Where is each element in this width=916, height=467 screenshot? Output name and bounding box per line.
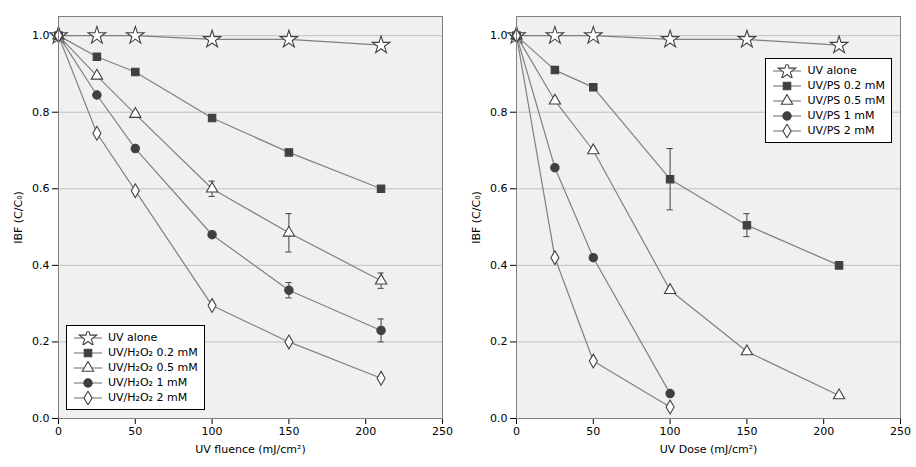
html-text:UV/H₂O₂ 0.2 mM: UV/H₂O₂ 0.2 mM (108, 346, 198, 359)
html-text:UV alone: UV alone (108, 331, 158, 344)
html-text:UV/PS 0.2 mM: UV/PS 0.2 mM (807, 79, 885, 92)
svg-text:UV fluence (mJ/cm²): UV fluence (mJ/cm²) (195, 443, 305, 456)
svg-text:0: 0 (513, 425, 520, 438)
svg-text:0.4: 0.4 (32, 259, 50, 272)
svg-text:0.4: 0.4 (490, 259, 508, 272)
svg-text:50: 50 (128, 425, 142, 438)
svg-text:150: 150 (736, 425, 757, 438)
svg-text:200: 200 (813, 425, 834, 438)
svg-text:0.6: 0.6 (32, 182, 50, 195)
html-text:UV/PS 2 mM: UV/PS 2 mM (807, 124, 875, 137)
svg-text:100: 100 (660, 425, 681, 438)
html-text:UV/H₂O₂ 0.5 mM: UV/H₂O₂ 0.5 mM (108, 361, 198, 374)
html-text:UV/H₂O₂ 1 mM: UV/H₂O₂ 1 mM (108, 376, 188, 389)
svg-text:50: 50 (586, 425, 600, 438)
svg-text:UV Dose (mJ/cm²): UV Dose (mJ/cm²) (660, 443, 758, 456)
svg-text:0.6: 0.6 (490, 182, 508, 195)
svg-text:0.2: 0.2 (490, 335, 508, 348)
svg-text:IBF (C/C₀): IBF (C/C₀) (470, 191, 483, 244)
svg-text:1.0: 1.0 (32, 29, 50, 42)
html-text:UV/H₂O₂ 2 mM: UV/H₂O₂ 2 mM (108, 391, 188, 404)
svg-text:0: 0 (55, 425, 62, 438)
html-text:UV alone: UV alone (807, 64, 857, 77)
svg-text:0.8: 0.8 (32, 106, 50, 119)
svg-text:250: 250 (890, 425, 911, 438)
svg-text:IBF (C/C₀): IBF (C/C₀) (12, 191, 25, 244)
svg-text:0.2: 0.2 (32, 335, 50, 348)
html-text:UV/PS 0.5 mM: UV/PS 0.5 mM (807, 94, 885, 107)
svg-text:100: 100 (202, 425, 223, 438)
svg-text:0.0: 0.0 (490, 412, 508, 425)
svg-text:150: 150 (278, 425, 299, 438)
svg-text:0.0: 0.0 (32, 412, 50, 425)
svg-text:200: 200 (355, 425, 376, 438)
svg-text:0.8: 0.8 (490, 106, 508, 119)
html-text:UV/PS 1 mM: UV/PS 1 mM (807, 109, 875, 122)
svg-text:250: 250 (432, 425, 453, 438)
svg-text:1.0: 1.0 (490, 29, 508, 42)
